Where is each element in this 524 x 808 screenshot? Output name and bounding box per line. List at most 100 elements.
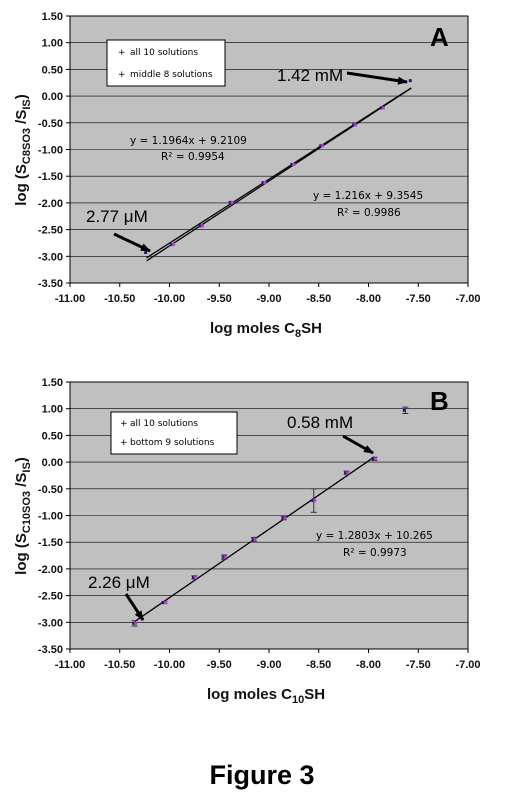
legend-entry-2: middle 8 solutions xyxy=(130,70,213,80)
data-point-all xyxy=(169,243,173,247)
legend-entry-1: all 10 solutions xyxy=(130,48,198,58)
equation-1: y = 1.1964x + 9.2109 xyxy=(130,135,247,147)
data-point-subset xyxy=(253,538,257,542)
y-tick-label: -3.50 xyxy=(38,644,63,656)
legend: + all 10 solutions + middle 8 solutions xyxy=(106,39,226,87)
y-tick-label: -1.50 xyxy=(38,171,63,183)
x-axis-label: log moles C8SH xyxy=(210,320,322,340)
data-point-all xyxy=(311,499,315,503)
legend-box xyxy=(110,411,238,455)
annotation-low: 2.77 μM xyxy=(86,207,148,226)
data-point-all xyxy=(144,251,148,255)
equation-2: y = 1.216x + 9.3545 xyxy=(313,190,423,202)
fit-lines xyxy=(146,87,412,262)
x-tick-label: -8.50 xyxy=(306,293,331,305)
annotation-arrow-high xyxy=(346,71,408,85)
y-tick-label: -2.50 xyxy=(38,225,63,237)
legend-marker-2: + xyxy=(120,438,128,448)
data-point-all xyxy=(132,621,136,625)
y-tick-label: -2.50 xyxy=(38,591,63,603)
legend-box xyxy=(106,39,226,87)
x-tick-label: -8.00 xyxy=(356,293,381,305)
annotation-high: 1.42 mM xyxy=(277,66,343,85)
y-axis-label: log (SC8SO3 /SIS) xyxy=(13,94,33,206)
figure-title: Figure 3 xyxy=(209,760,315,790)
x-tick-label: -8.00 xyxy=(356,659,381,671)
x-tick-label: -7.50 xyxy=(406,293,431,305)
y-tick-label: -1.50 xyxy=(38,537,63,549)
annotation-arrow-low xyxy=(124,593,145,621)
data-point-subset xyxy=(313,499,317,503)
data-point-subset xyxy=(171,243,175,247)
legend-marker-2: + xyxy=(118,70,126,80)
data-point-all xyxy=(379,106,383,110)
y-tick-label: -2.00 xyxy=(38,198,63,210)
data-point-all xyxy=(162,601,166,605)
r-squared-1: R² = 0.9973 xyxy=(343,547,407,559)
data-point-subset xyxy=(193,575,197,579)
chart-b: 1.50 1.00 0.50 0.00 -0.50 -1.00 -1.50 -2.00 -2.5… xyxy=(13,377,481,706)
legend-marker-1: + xyxy=(120,419,128,429)
x-tick-label: -7.50 xyxy=(406,659,431,671)
data-point-subset xyxy=(381,106,385,110)
y-tick-label: 0.00 xyxy=(42,457,63,469)
x-tick-label: -8.50 xyxy=(306,659,331,671)
data-point-all xyxy=(221,555,225,559)
data-point-all xyxy=(344,471,348,475)
legend: + all 10 solutions + bottom 9 solutions xyxy=(110,411,238,455)
data-point-subset xyxy=(230,200,234,204)
panel-label: A xyxy=(430,22,449,52)
equation-1: y = 1.2803x + 10.265 xyxy=(316,530,433,542)
data-point-subset xyxy=(223,555,227,559)
data-points xyxy=(131,406,409,627)
x-tick-labels: -11.00 -10.50 -10.00 -9.50 -9.00 -8.50 -8.00 -7… xyxy=(55,293,481,305)
annotation-low: 2.26 μM xyxy=(88,573,150,592)
y-tick-label: -0.50 xyxy=(38,118,63,130)
chart-a: 1.50 1.00 0.50 0.00 -0.50 -1.00 -1.50 -2.00 -2.5… xyxy=(13,11,481,340)
data-point-all xyxy=(352,123,356,127)
data-point-all xyxy=(402,408,406,412)
legend-entry-1: all 10 solutions xyxy=(130,419,198,429)
y-axis-label: log (SC10SO3 /SIS) xyxy=(13,457,33,575)
y-tick-label: -3.50 xyxy=(38,278,63,290)
data-point-all xyxy=(261,181,265,185)
x-tick-label: -10.00 xyxy=(154,659,185,671)
fit-line-2 xyxy=(146,87,412,262)
y-tick-label: -3.00 xyxy=(38,617,63,629)
x-tick-label: -9.00 xyxy=(256,659,281,671)
data-point-subset xyxy=(292,162,296,166)
x-tick-label: -10.00 xyxy=(154,293,185,305)
annotation-arrow-low xyxy=(113,232,151,253)
annotation-arrow-high xyxy=(342,434,374,455)
y-tick-label: -3.00 xyxy=(38,251,63,263)
x-tick-label: -10.50 xyxy=(104,293,135,305)
data-point-subset xyxy=(346,471,350,475)
y-tick-labels: 1.50 1.00 0.50 0.00 -0.50 -1.00 -1.50 -2.00 -2.5… xyxy=(38,11,63,290)
y-tick-label: 1.50 xyxy=(42,11,63,23)
data-point-subset xyxy=(200,224,204,228)
y-tick-label: 1.00 xyxy=(42,404,63,416)
data-point-subset xyxy=(354,123,358,127)
data-point-subset xyxy=(283,516,287,520)
data-point-all xyxy=(408,79,412,83)
data-point-all xyxy=(319,144,323,148)
x-tick-label: -10.50 xyxy=(104,659,135,671)
data-point-all xyxy=(198,224,202,228)
data-point-all xyxy=(290,162,294,166)
data-points xyxy=(144,79,412,255)
x-tick-label: -9.00 xyxy=(256,293,281,305)
y-tick-label: -2.00 xyxy=(38,564,63,576)
data-point-subset xyxy=(164,601,168,605)
legend-marker-1: + xyxy=(118,48,126,58)
x-tick-label: -11.00 xyxy=(55,293,86,305)
y-tick-label: 1.00 xyxy=(42,38,63,50)
y-tick-label: -0.50 xyxy=(38,484,63,496)
annotation-high: 0.58 mM xyxy=(287,413,353,432)
r-squared-1: R² = 0.9954 xyxy=(161,151,225,163)
data-point-all xyxy=(191,575,195,579)
data-point-all xyxy=(251,538,255,542)
x-axis-label: log moles C10SH xyxy=(207,686,325,706)
x-tick-labels: -11.00 -10.50 -10.00 -9.50 -9.00 -8.50 -8.00 -7… xyxy=(55,659,481,671)
r-squared-2: R² = 0.9986 xyxy=(337,207,401,219)
y-tick-label: 0.00 xyxy=(42,91,63,103)
